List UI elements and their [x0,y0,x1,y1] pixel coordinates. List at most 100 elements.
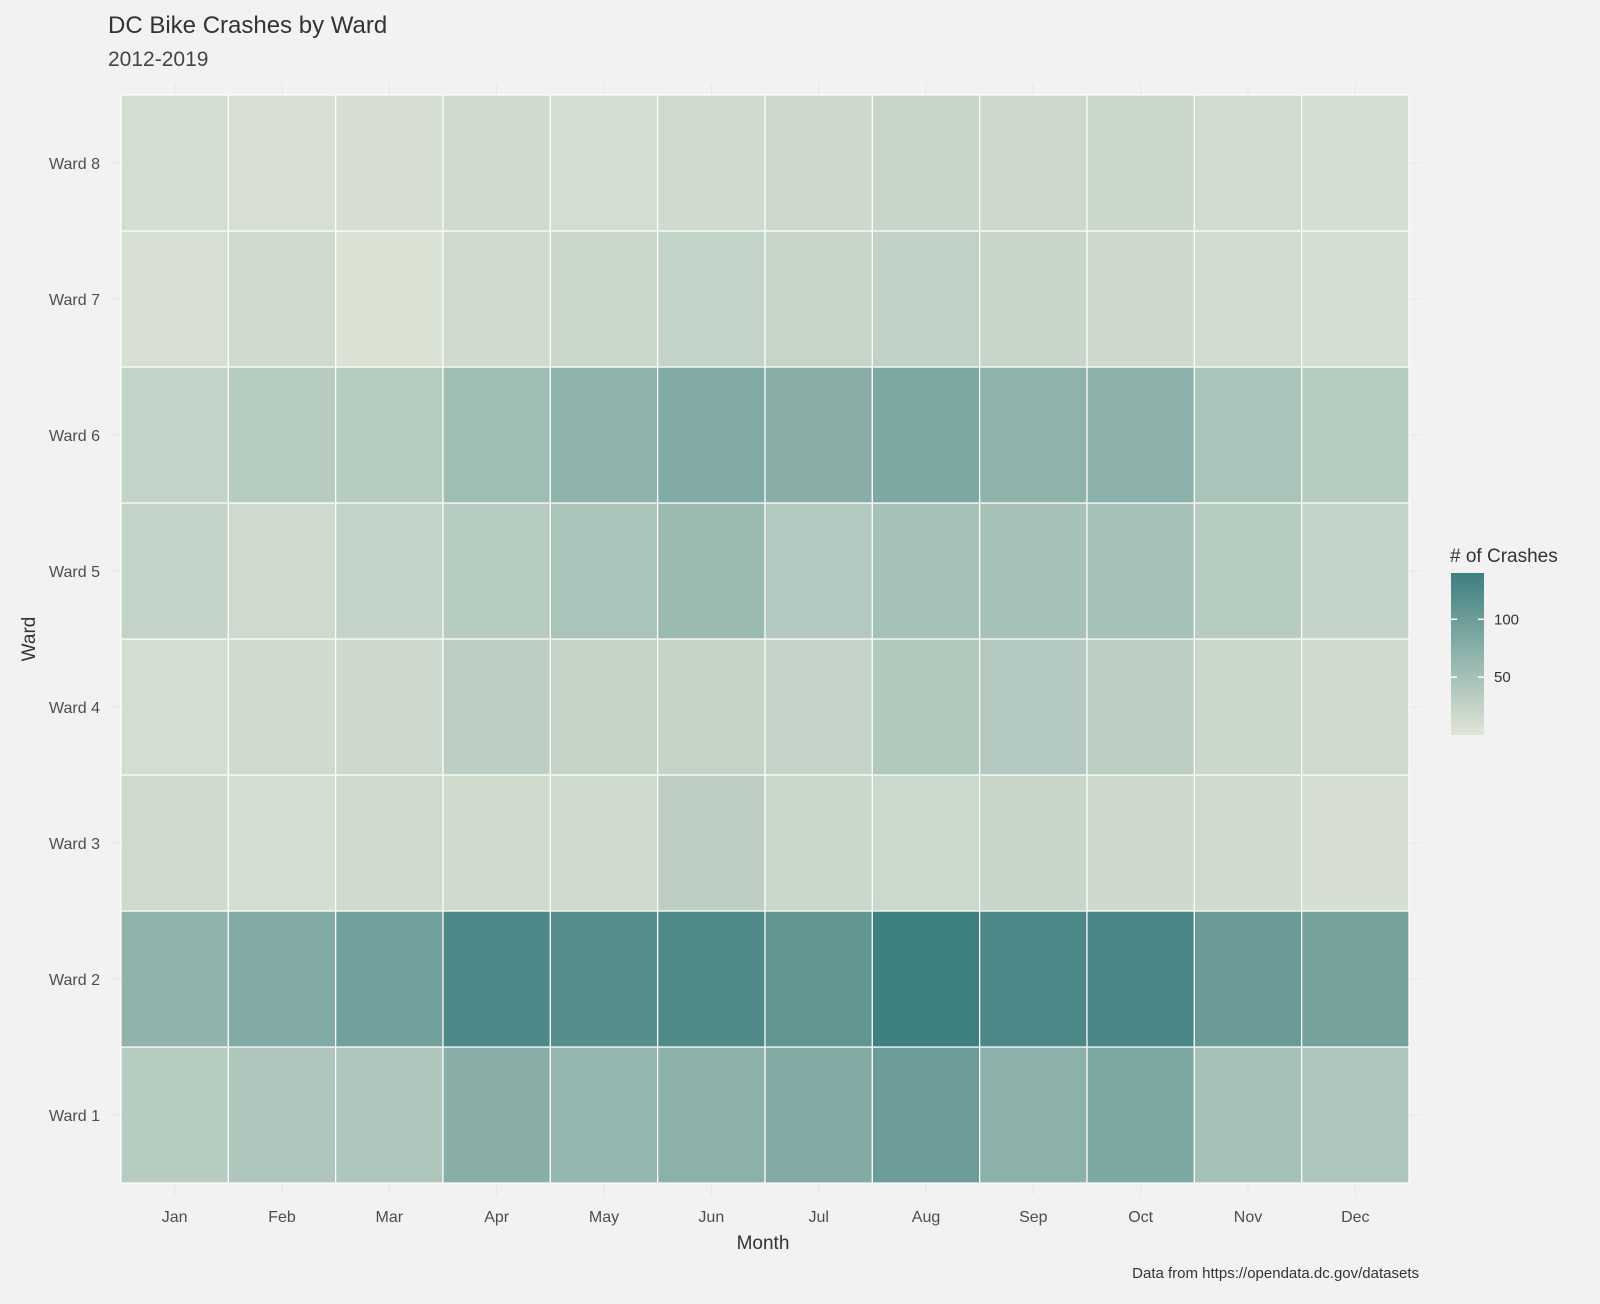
x-tick-label: Apr [484,1209,510,1226]
x-tick-label: Feb [268,1209,296,1226]
heatmap-cell [657,366,766,504]
heatmap-cell [1086,94,1195,232]
heatmap-cell [1301,910,1410,1048]
heatmap-cell [549,638,659,776]
heatmap-cell [871,910,981,1048]
data-source-caption: Data from https://opendata.dc.gov/datase… [1132,1265,1419,1282]
y-tick-label: Ward 4 [49,700,100,717]
heatmap-cell [227,230,337,368]
heatmap-cell [979,230,1088,368]
heatmap-cell [335,94,444,232]
heatmap-cell [979,1046,1088,1184]
heatmap-cell [549,502,659,640]
heatmap-cell [442,774,551,912]
x-axis-title: Month [737,1233,790,1254]
x-tick-label: Jul [808,1209,828,1226]
heatmap-cell [227,502,337,640]
heatmap-cell [764,910,873,1048]
heatmap-cell [657,774,766,912]
heatmap-cell [442,366,551,504]
heatmap-cell [764,638,873,776]
heatmap-cell [979,638,1088,776]
heatmap-cell [1086,230,1195,368]
x-tick-label: Aug [912,1209,940,1226]
legend-tick-label: 50 [1494,669,1511,686]
chart-subtitle: 2012-2019 [108,48,208,71]
y-tick-label: Ward 7 [49,292,100,309]
heatmap-cell [1193,1046,1303,1184]
heatmap-cell [1301,774,1410,912]
legend-title: # of Crashes [1450,546,1558,567]
heatmap-cell [979,502,1088,640]
heatmap-cell [549,230,659,368]
heatmap-cell [871,774,981,912]
heatmap-cell [1301,230,1410,368]
legend-tick-label: 100 [1494,611,1519,628]
heatmap-cell [1086,366,1195,504]
legend-colorbar [1451,573,1484,735]
heatmap-cell [1193,230,1303,368]
heatmap-cell [764,94,873,232]
heatmap-cell [1193,638,1303,776]
y-tick-label: Ward 2 [49,972,100,989]
heatmap-cell [120,1046,229,1184]
heatmap-cell [764,1046,873,1184]
chart-title: DC Bike Crashes by Ward [108,12,387,39]
heatmap-cell [764,230,873,368]
heatmap-cell [335,1046,444,1184]
heatmap-cell [120,230,229,368]
heatmap-cell [979,366,1088,504]
heatmap-cell [1193,502,1303,640]
heatmap-cell [442,502,551,640]
heatmap-cell [1193,910,1303,1048]
heatmap-cell [764,502,873,640]
heatmap-cell [1301,638,1410,776]
x-tick-label: Jun [698,1209,724,1226]
heatmap-cell [657,638,766,776]
heatmap-cell [1086,1046,1195,1184]
heatmap-cell [979,910,1088,1048]
heatmap-cell [657,502,766,640]
heatmap-cell [764,366,873,504]
heatmap-cell [549,94,659,232]
y-tick-label: Ward 8 [49,156,100,173]
heatmap-cell [979,94,1088,232]
heatmap-cell [657,230,766,368]
heatmap-cell [120,502,229,640]
heatmap-cell [335,638,444,776]
heatmap-cell [442,638,551,776]
heatmap-cell [227,910,337,1048]
heatmap-cell [549,366,659,504]
heatmap-cell [871,638,981,776]
heatmap-cell [1301,1046,1410,1184]
heatmap-cell [335,502,444,640]
heatmap-cell [442,1046,551,1184]
heatmap-cell [657,910,766,1048]
legend-ticks: 50 100 [1451,611,1519,686]
heatmap-cell [227,1046,337,1184]
heatmap-cell [227,638,337,776]
heatmap-cell [871,230,981,368]
heatmap-cell [871,366,981,504]
heatmap-cell [549,1046,659,1184]
y-axis-title: Ward [19,617,40,662]
heatmap-cell [335,774,444,912]
heatmap-cell [120,366,229,504]
heatmap-cell [549,910,659,1048]
heatmap-cell [442,230,551,368]
heatmap-cell [1086,638,1195,776]
heatmap-cell [1086,502,1195,640]
x-tick-label: Oct [1128,1209,1153,1226]
y-tick-label: Ward 3 [49,836,100,853]
heatmap-cell [1193,774,1303,912]
heatmap-cell [549,774,659,912]
heatmap-cell [120,638,229,776]
x-tick-label: Nov [1234,1209,1262,1226]
heatmap-cell [1086,774,1195,912]
heatmap-cell [227,774,337,912]
heatmap-cell [764,774,873,912]
heatmap-cell [871,1046,981,1184]
heatmap-cell [871,94,981,232]
x-tick-label: Dec [1341,1209,1369,1226]
